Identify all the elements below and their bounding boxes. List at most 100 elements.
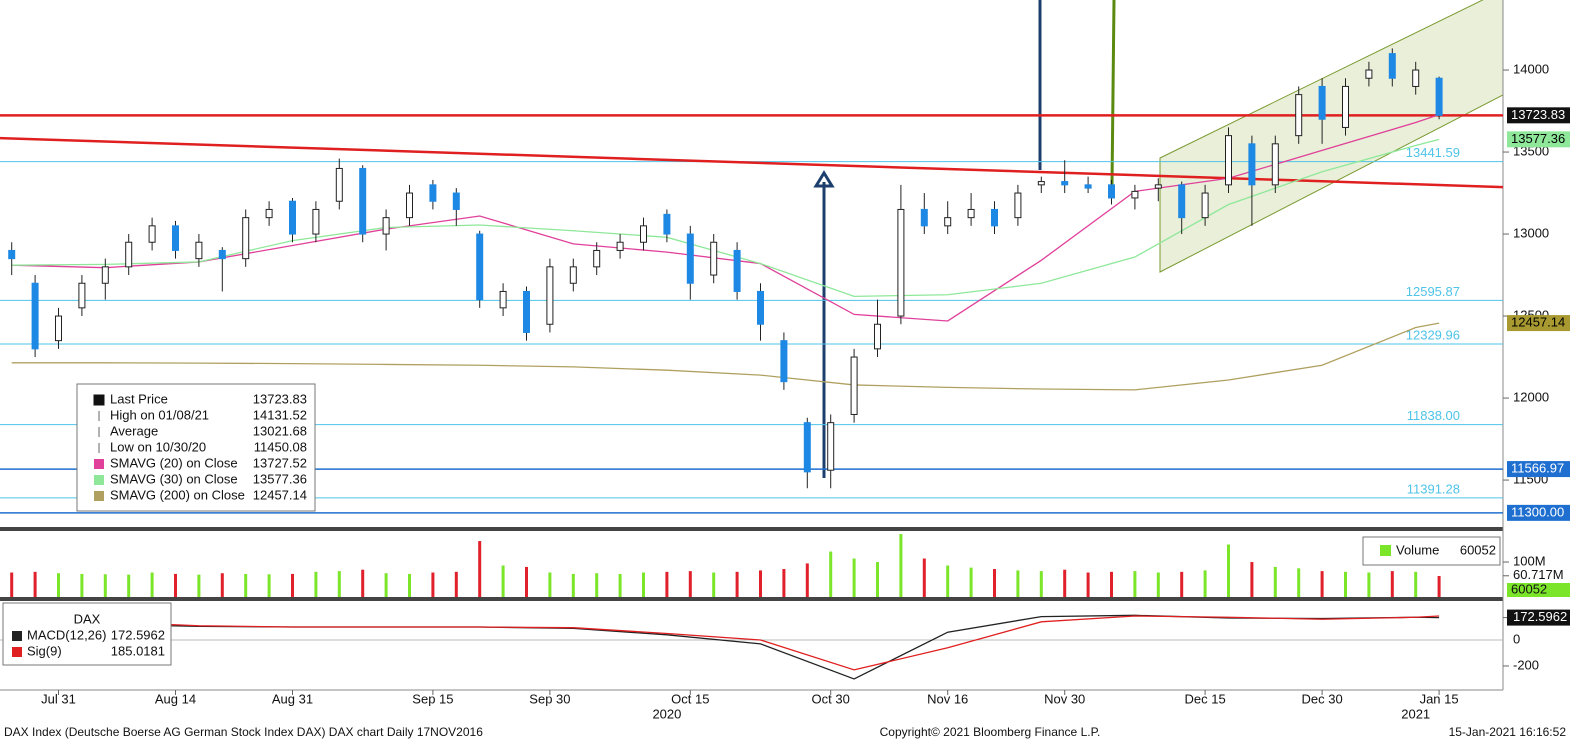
candle-body	[850, 356, 858, 415]
volume-bar	[1390, 571, 1394, 597]
candle-body	[125, 241, 133, 268]
candle-body	[406, 192, 413, 219]
price-tag	[1507, 504, 1570, 521]
legend-swatch	[94, 491, 104, 501]
volume-bar	[946, 565, 950, 597]
volume-bar	[922, 558, 926, 597]
candle-body	[172, 225, 179, 251]
volume-bar	[759, 570, 762, 597]
year-label: 2020	[652, 706, 681, 721]
y-tick-label: 13000	[1513, 225, 1549, 240]
x-tick-label: Jul 31	[41, 691, 76, 706]
volume-bar	[1227, 544, 1230, 597]
price-tag	[1507, 107, 1570, 124]
legend-value: 13727.52	[253, 455, 307, 470]
legend-swatch	[12, 631, 22, 641]
legend-value: 13577.36	[253, 471, 307, 486]
candle-body	[476, 233, 484, 301]
legend-label: SMAVG (30) on Close	[110, 471, 238, 486]
price-tag-label: 13723.83	[1511, 107, 1565, 122]
footer-left: DAX Index (Deutsche Boerse AG German Sto…	[4, 725, 483, 739]
candle-body	[1295, 94, 1303, 137]
candle-body	[312, 208, 320, 235]
volume-bar	[1133, 571, 1137, 597]
x-tick-label: Aug 14	[155, 691, 196, 706]
price-tag	[1507, 315, 1570, 332]
separator	[0, 527, 1503, 531]
y-tick-label: 0	[1513, 631, 1520, 646]
legend-label: Last Price	[110, 391, 168, 406]
candle-body	[967, 208, 975, 219]
y-tick-label: 14000	[1513, 61, 1549, 76]
level-label: 11838.00	[1407, 408, 1460, 423]
volume-bar	[525, 566, 528, 597]
volume-bar	[1110, 571, 1113, 597]
candle-body	[1037, 181, 1045, 186]
volume-bar	[829, 551, 833, 597]
candle-body	[1154, 184, 1162, 189]
legend-swatch	[12, 647, 22, 657]
annotation-line	[1110, 0, 1116, 186]
x-tick-label: Dec 30	[1301, 691, 1342, 706]
volume-bar	[1203, 570, 1207, 597]
footer-right: 15-Jan-2021 16:16:52	[1449, 725, 1567, 739]
volume-bar	[501, 565, 505, 597]
candle-body	[920, 208, 928, 227]
volume-bar	[1414, 571, 1418, 597]
candle-body	[897, 208, 905, 317]
legend-label: Average	[110, 423, 158, 438]
volume-tag	[1507, 583, 1570, 597]
volume-bar	[805, 563, 809, 597]
legend-value: 172.5962	[111, 627, 165, 642]
candle-body	[1318, 85, 1326, 120]
legend-value: 13021.68	[253, 423, 307, 438]
x-tick-label: Sep 15	[412, 691, 453, 706]
candle-body	[78, 282, 86, 309]
volume-bar	[267, 574, 271, 597]
volume-bar	[571, 573, 575, 597]
price-tag-label: 13577.36	[1511, 131, 1565, 146]
volume-bar	[899, 534, 903, 597]
level-label: 13441.59	[1406, 145, 1460, 160]
x-tick-label: Dec 15	[1184, 691, 1225, 706]
legend-box	[2, 602, 172, 666]
value-tag	[1507, 609, 1570, 626]
volume-bar	[1367, 572, 1371, 597]
candle-body	[1108, 184, 1115, 199]
candle-body	[686, 233, 694, 284]
volume-bar	[642, 572, 645, 597]
volume-bar	[876, 562, 879, 597]
legend-icon	[93, 394, 105, 406]
volume-bar	[595, 573, 599, 597]
candle-body	[1365, 69, 1373, 79]
candle-body	[593, 249, 601, 268]
volume-bar	[174, 573, 177, 597]
volume-bar	[1180, 571, 1184, 597]
volume-bar	[1039, 571, 1043, 597]
moving-average	[11, 138, 1440, 298]
volume-bar	[57, 573, 60, 597]
price-tag	[1507, 131, 1570, 148]
legend-value: 185.0181	[111, 643, 165, 658]
candle-body	[242, 217, 250, 260]
legend-swatch	[94, 459, 104, 469]
volume-bar	[408, 573, 411, 597]
x-tick-label: Aug 31	[272, 691, 313, 706]
price-tag-label: 11300.00	[1511, 504, 1564, 519]
candle-body	[429, 184, 437, 202]
volume-bar	[1273, 566, 1277, 597]
price-tag-label: 12457.14	[1511, 315, 1565, 330]
legend-box	[76, 383, 316, 512]
volume-bar	[150, 572, 154, 597]
volume-bar	[454, 571, 458, 597]
volume-bar	[127, 574, 131, 597]
separator	[0, 597, 1503, 601]
level-label: 12329.96	[1406, 327, 1460, 342]
candle-body	[148, 225, 156, 243]
candle-body	[335, 167, 343, 202]
x-tick-label: Sep 30	[529, 691, 570, 706]
volume-bar	[782, 569, 786, 597]
volume-bar	[478, 541, 482, 597]
candle-body	[663, 213, 671, 235]
volume-bar	[969, 567, 973, 597]
